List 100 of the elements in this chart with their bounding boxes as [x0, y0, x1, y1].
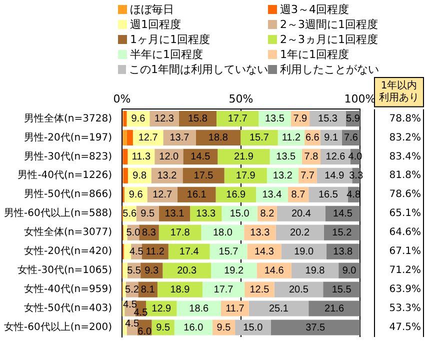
data-label: 18.6 — [189, 303, 210, 314]
data-label: 17.4 — [179, 246, 200, 258]
text: 67.1% — [389, 246, 421, 258]
data-label: 15.2 — [332, 227, 352, 238]
data-label: 9.5 — [156, 322, 170, 334]
data-label: 4.5 — [129, 246, 144, 258]
legend-label: 1ヶ月に1回程度 — [130, 32, 210, 47]
data-label: 20.3 — [177, 265, 198, 276]
text: 65.1% — [389, 208, 421, 220]
data-label: 12.6 — [326, 151, 346, 162]
data-label: 13.4 — [262, 189, 282, 200]
data-label: 16.1 — [186, 189, 207, 200]
data-label: 37.5 — [306, 322, 326, 334]
x-tick-label: 100% — [344, 92, 376, 106]
text: 64.6% — [389, 227, 421, 238]
data-label: 18.9 — [170, 284, 190, 296]
data-label: 16.0 — [184, 322, 204, 334]
data-label: 25.1 — [268, 303, 289, 314]
legend-label: 週3～4回程度 — [280, 2, 349, 17]
data-label: 14.5 — [190, 151, 211, 162]
data-label: 11.2 — [146, 246, 165, 258]
data-label: 12.7 — [152, 189, 173, 200]
text: 47.5% — [389, 322, 421, 334]
data-label: 12.0 — [159, 151, 180, 162]
data-label: 13.8 — [333, 246, 354, 258]
data-label: 4.5 — [123, 299, 138, 310]
data-label: 14.6 — [264, 265, 284, 276]
data-label: 15.3 — [318, 113, 338, 124]
data-label: 21.6 — [324, 303, 344, 314]
text: 78.8% — [389, 113, 421, 124]
legend-label: 2～3ヵ月に1回程度 — [280, 32, 378, 47]
data-label: 17.7 — [214, 284, 234, 296]
data-label: 5.0 — [126, 227, 141, 238]
data-label: 5.6 — [122, 208, 138, 220]
data-label: 12.3 — [154, 113, 174, 124]
data-label: 5.5 — [127, 265, 142, 276]
data-label: 13.2 — [157, 170, 178, 182]
data-label: 13.3 — [196, 208, 216, 220]
data-label: 14.9 — [324, 170, 345, 182]
data-label: 14.5 — [333, 208, 353, 220]
legend-label: 利用したことがない — [280, 62, 379, 77]
y-tick-label: 男性-40代(n=1226) — [18, 169, 112, 182]
y-tick-label: 女性全体(n=3077) — [24, 226, 112, 238]
data-label: 12.7 — [138, 132, 158, 144]
data-label: 6.0 — [138, 326, 152, 338]
data-label: 13.7 — [170, 132, 190, 144]
legend-label: この1年間は利用していない — [129, 62, 268, 77]
y-tick-label: 女性-20代(n=420) — [24, 245, 112, 258]
data-label: 8.7 — [291, 189, 306, 200]
data-label: 19.2 — [224, 265, 244, 276]
data-label: 11.3 — [132, 151, 151, 162]
data-label: 13.3 — [250, 227, 270, 238]
text: 81.8% — [389, 170, 421, 182]
data-label: 9.6 — [131, 113, 146, 124]
data-label: 9.5 — [140, 208, 155, 220]
data-label: 18.8 — [208, 132, 228, 144]
data-label: 20.4 — [291, 208, 312, 220]
y-tick-label: 男性-50代(n=866) — [24, 188, 112, 200]
data-label: 15.7 — [218, 246, 239, 258]
data-label: 12.5 — [250, 284, 270, 296]
data-label: 4.5 — [125, 318, 140, 330]
y-tick-label: 男性全体(n=3728) — [24, 112, 112, 124]
data-label: 20.5 — [288, 284, 309, 296]
text: 71.2% — [389, 265, 421, 276]
data-label: 15.7 — [249, 132, 270, 144]
data-label: 8.2 — [260, 208, 275, 220]
data-label: 17.8 — [170, 227, 190, 238]
legend-label: 半年に1回程度 — [130, 47, 203, 62]
data-label: 9.6 — [128, 189, 144, 200]
data-label: 18.0 — [212, 227, 233, 238]
data-label: 19.0 — [294, 246, 314, 258]
data-label: 17.5 — [194, 170, 214, 182]
data-label: 9.0 — [342, 265, 357, 276]
data-label: 15.8 — [188, 113, 208, 124]
y-tick-label: 女性-50代(n=403) — [24, 302, 112, 314]
data-label: 15.5 — [332, 284, 352, 296]
data-label: 21.9 — [234, 151, 254, 162]
data-label: 11.2 — [282, 132, 302, 144]
legend-label: ほぼ毎日 — [130, 2, 174, 17]
data-label: 17.9 — [236, 170, 256, 182]
text: 53.3% — [389, 303, 421, 314]
data-label: 9.5 — [216, 322, 232, 334]
y-tick-label: 女性-30代(n=1065) — [18, 264, 112, 276]
data-label: 12.9 — [152, 303, 172, 314]
data-label: 13.5 — [264, 113, 285, 124]
data-label: 16.9 — [226, 189, 246, 200]
data-label: 14.3 — [254, 246, 274, 258]
legend-label: 1年に1回程度 — [280, 47, 349, 62]
legend-label: 週1回程度 — [130, 17, 181, 32]
data-label: 20.2 — [290, 227, 310, 238]
y-tick-label: 女性-40代(n=959) — [24, 283, 112, 296]
y-tick-label: 男性-30代(n=823) — [24, 150, 112, 162]
text: 1年以内利用あり — [379, 80, 419, 104]
data-label: 11.7 — [226, 303, 245, 314]
data-label: 15.0 — [243, 322, 264, 334]
text: 83.4% — [389, 151, 421, 162]
data-label: 7.7 — [300, 170, 315, 182]
data-label: 16.5 — [318, 189, 338, 200]
x-tick-label: 50% — [228, 92, 254, 106]
data-label: 6.6 — [305, 132, 320, 144]
